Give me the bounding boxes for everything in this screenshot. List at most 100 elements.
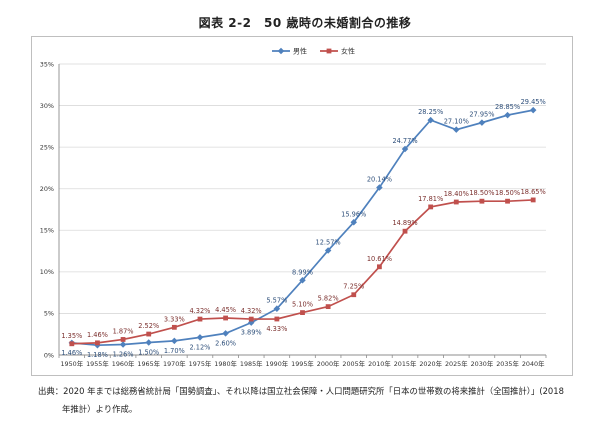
female-point <box>223 315 229 321</box>
female-point <box>274 316 280 322</box>
female-point <box>248 316 254 322</box>
male-point <box>196 334 204 341</box>
source-line-2: 年推計）より作成。 <box>62 404 138 414</box>
female-data-label: 4.32% <box>189 307 210 315</box>
male-point <box>222 330 229 337</box>
female-data-label: 5.82% <box>318 295 339 303</box>
y-tick-label: 15% <box>40 227 54 235</box>
male-point <box>350 219 358 226</box>
x-tick-label: 1950年 <box>60 359 83 368</box>
x-tick-label: 1970年 <box>163 359 186 368</box>
source-note: 出典：2020 年までは総務省統計局「国勢調査」、それ以降は国立社会保障・人口問… <box>38 382 578 418</box>
male-point <box>453 126 460 133</box>
female-data-label: 4.33% <box>266 325 287 333</box>
male-point <box>376 184 383 191</box>
female-point <box>351 292 357 298</box>
male-data-label: 1.70% <box>164 347 185 355</box>
x-tick-label: 2030年 <box>471 359 494 368</box>
male-point <box>529 106 537 114</box>
legend-female-label: 女性 <box>341 47 355 56</box>
female-point <box>300 310 305 315</box>
female-point <box>505 198 510 204</box>
x-tick-label: 2040年 <box>522 359 545 368</box>
female-point <box>69 341 75 347</box>
series-line-1 <box>71 109 534 347</box>
x-tick-label: 1985年 <box>240 359 263 368</box>
female-point <box>95 340 100 346</box>
female-point <box>171 324 177 330</box>
x-tick-label: 2000年 <box>317 359 340 368</box>
x-tick-label: 1975年 <box>189 359 212 368</box>
male-data-label: 1.46% <box>61 349 82 357</box>
male-point <box>119 341 127 348</box>
male-point <box>504 111 511 119</box>
female-point <box>428 204 434 210</box>
male-point <box>145 339 152 346</box>
female-point <box>120 337 126 342</box>
male-data-label: 28.85% <box>495 103 520 111</box>
female-data-label: 1.87% <box>113 327 134 335</box>
line-chart: 0% 5% 10% 15% 20% 25% 30% 35% 1950年 1955年 1960年 196… <box>40 47 547 368</box>
male-point <box>427 116 434 124</box>
x-tick-label: 2035年 <box>496 359 519 368</box>
y-tick-label: 0% <box>44 351 54 359</box>
x-tick-label: 2010年 <box>368 359 391 368</box>
x-tick-label: 1960年 <box>112 359 135 368</box>
x-tick-label: 1955年 <box>86 359 109 368</box>
male-data-label: 1.26% <box>113 351 134 359</box>
x-tick-label: 1995年 <box>291 359 314 368</box>
x-tick-label: 1990年 <box>266 359 289 368</box>
x-tick-label: 1980年 <box>214 359 237 368</box>
male-point <box>171 337 178 345</box>
male-data-label: 28.25% <box>418 108 443 116</box>
female-point <box>479 198 485 204</box>
female-point <box>402 228 408 234</box>
y-tick-label: 20% <box>40 185 54 193</box>
x-tick-label: 2015年 <box>394 359 417 368</box>
legend-female-marker <box>326 48 332 54</box>
female-point <box>453 199 459 205</box>
male-data-label: 12.57% <box>316 238 341 246</box>
y-tick-label: 35% <box>40 60 54 68</box>
female-data-label: 18.50% <box>495 189 520 197</box>
male-point <box>273 305 281 312</box>
chart-frame: 0% 5% 10% 15% 20% 25% 30% 35% 1950年 1955年 1960年 196… <box>31 36 573 376</box>
y-tick-label: 25% <box>40 143 54 151</box>
female-data-label: 1.46% <box>87 331 108 339</box>
x-tick-label: 2025年 <box>445 359 468 368</box>
y-tick-label: 30% <box>40 102 54 110</box>
legend-male-label: 男性 <box>293 47 307 56</box>
female-point <box>146 331 152 337</box>
female-data-label: 2.52% <box>138 322 159 330</box>
x-tick-label: 2020年 <box>419 359 442 368</box>
female-data-label: 4.32% <box>241 307 262 315</box>
male-data-label: 27.95% <box>469 111 494 119</box>
female-point <box>376 264 382 270</box>
male-point <box>324 247 332 254</box>
female-data-label: 5.10% <box>292 301 313 309</box>
male-data-label: 1.18% <box>87 351 108 359</box>
female-data-label: 4.45% <box>215 306 236 314</box>
x-tick-label: 2005年 <box>342 359 365 368</box>
female-data-label: 1.35% <box>61 332 82 340</box>
male-data-label: 27.10% <box>444 118 469 126</box>
y-tick-label: 10% <box>40 268 54 276</box>
female-point <box>325 304 331 310</box>
y-tick-label: 5% <box>44 310 54 318</box>
female-point <box>530 197 536 203</box>
female-data-label: 14.89% <box>392 219 417 227</box>
male-point <box>299 277 306 284</box>
female-data-label: 7.25% <box>343 283 364 291</box>
legend-male-marker <box>277 47 285 55</box>
male-point <box>478 119 486 126</box>
female-data-label: 18.50% <box>469 189 494 197</box>
male-data-label: 3.89% <box>241 329 262 337</box>
male-data-label: 20.14% <box>367 176 392 184</box>
female-data-label: 10.61% <box>367 255 392 263</box>
male-data-label: 29.45% <box>521 98 546 106</box>
female-data-label: 3.33% <box>164 315 185 323</box>
male-data-label: 8.99% <box>292 268 313 276</box>
female-data-label: 18.40% <box>444 190 469 198</box>
x-tick-label: 1965年 <box>137 359 160 368</box>
male-data-label: 5.57% <box>266 297 287 305</box>
